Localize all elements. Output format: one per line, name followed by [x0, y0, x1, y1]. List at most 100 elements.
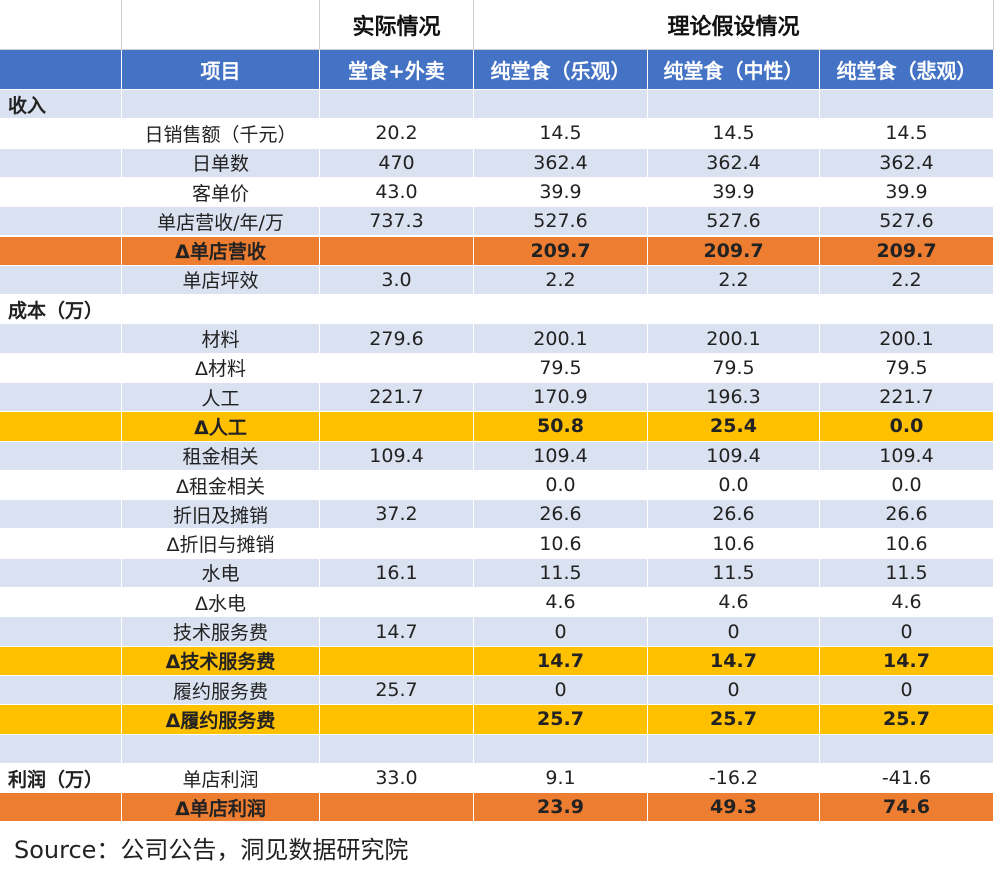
value-cell	[474, 90, 648, 120]
item-label: 人工	[122, 383, 320, 413]
value-cell	[320, 236, 474, 266]
value-cell: 4.6	[648, 588, 820, 618]
item-label: 日销售额（千元）	[122, 119, 320, 149]
value-cell	[320, 646, 474, 676]
value-cell: 0.0	[474, 470, 648, 501]
section-label	[0, 470, 122, 501]
item-label: 单店利润	[122, 763, 320, 794]
value-cell: 200.1	[474, 324, 648, 354]
value-cell: 50.8	[474, 412, 648, 442]
value-cell: 25.7	[320, 676, 474, 706]
group-cell	[0, 0, 122, 50]
value-cell: 37.2	[320, 500, 474, 530]
item-label: Δ技术服务费	[122, 646, 320, 676]
value-cell	[320, 793, 474, 823]
value-cell: 109.4	[320, 441, 474, 471]
item-label: Δ单店利润	[122, 793, 320, 823]
value-cell	[320, 295, 474, 325]
value-cell: 23.9	[474, 793, 648, 823]
header-cell	[0, 50, 122, 90]
section-label	[0, 588, 122, 618]
value-cell: 16.1	[320, 558, 474, 589]
section-label	[0, 119, 122, 149]
value-cell: 200.1	[648, 324, 820, 354]
item-label	[122, 734, 320, 764]
value-cell: 109.4	[820, 441, 994, 471]
item-label: Δ材料	[122, 353, 320, 383]
value-cell: 10.6	[648, 529, 820, 559]
item-label: 单店营收/年/万	[122, 207, 320, 237]
value-cell: 25.7	[648, 705, 820, 735]
column-header: 纯堂食（中性）	[648, 50, 820, 90]
value-cell: 79.5	[820, 353, 994, 383]
value-cell: 209.7	[474, 236, 648, 266]
value-cell: 11.5	[820, 558, 994, 589]
value-cell	[320, 734, 474, 764]
value-cell: 14.7	[474, 646, 648, 676]
value-cell: 43.0	[320, 177, 474, 208]
value-cell	[648, 90, 820, 120]
section-label	[0, 236, 122, 266]
value-cell: 26.6	[648, 500, 820, 530]
value-cell: 14.7	[820, 646, 994, 676]
group-cell	[122, 0, 320, 50]
section-label	[0, 676, 122, 706]
section-label	[0, 353, 122, 383]
value-cell: 39.9	[820, 177, 994, 208]
value-cell: 11.5	[648, 558, 820, 589]
value-cell: 20.2	[320, 119, 474, 149]
value-cell	[320, 470, 474, 501]
value-cell: 39.9	[648, 177, 820, 208]
value-cell: 25.7	[474, 705, 648, 735]
value-cell	[474, 734, 648, 764]
value-cell: 0.0	[820, 412, 994, 442]
value-cell: 362.4	[648, 148, 820, 178]
item-label: 租金相关	[122, 441, 320, 471]
value-cell: 0.0	[820, 470, 994, 501]
value-cell: 14.7	[320, 617, 474, 647]
section-label	[0, 324, 122, 354]
value-cell	[320, 588, 474, 618]
value-cell: 3.0	[320, 265, 474, 296]
item-label: 水电	[122, 558, 320, 589]
value-cell: 4.6	[820, 588, 994, 618]
section-label	[0, 793, 122, 823]
value-cell: 0	[648, 617, 820, 647]
value-cell: 79.5	[648, 353, 820, 383]
item-label: Δ折旧与摊销	[122, 529, 320, 559]
value-cell: 26.6	[474, 500, 648, 530]
value-cell	[820, 295, 994, 325]
value-cell: -41.6	[820, 763, 994, 794]
value-cell: 109.4	[474, 441, 648, 471]
group-header: 实际情况	[320, 0, 474, 50]
section-label	[0, 148, 122, 178]
value-cell: 200.1	[820, 324, 994, 354]
value-cell: 527.6	[820, 207, 994, 237]
section-label	[0, 734, 122, 764]
item-label: 技术服务费	[122, 617, 320, 647]
column-header: 纯堂食（乐观）	[474, 50, 648, 90]
value-cell	[320, 412, 474, 442]
value-cell: 0	[820, 676, 994, 706]
value-cell	[648, 734, 820, 764]
value-cell: 49.3	[648, 793, 820, 823]
value-cell	[320, 90, 474, 120]
value-cell: 221.7	[320, 383, 474, 413]
section-label	[0, 705, 122, 735]
item-label: Δ履约服务费	[122, 705, 320, 735]
value-cell: 2.2	[474, 265, 648, 296]
item-label	[122, 295, 320, 325]
value-cell	[820, 90, 994, 120]
value-cell: 33.0	[320, 763, 474, 794]
value-cell: 527.6	[648, 207, 820, 237]
value-cell	[320, 705, 474, 735]
value-cell: 0	[648, 676, 820, 706]
value-cell: 362.4	[474, 148, 648, 178]
value-cell: 209.7	[820, 236, 994, 266]
value-cell	[474, 295, 648, 325]
source-note: Source：公司公告，洞见数据研究院	[14, 836, 409, 864]
item-label: 履约服务费	[122, 676, 320, 706]
item-label: Δ租金相关	[122, 470, 320, 501]
section-label	[0, 617, 122, 647]
